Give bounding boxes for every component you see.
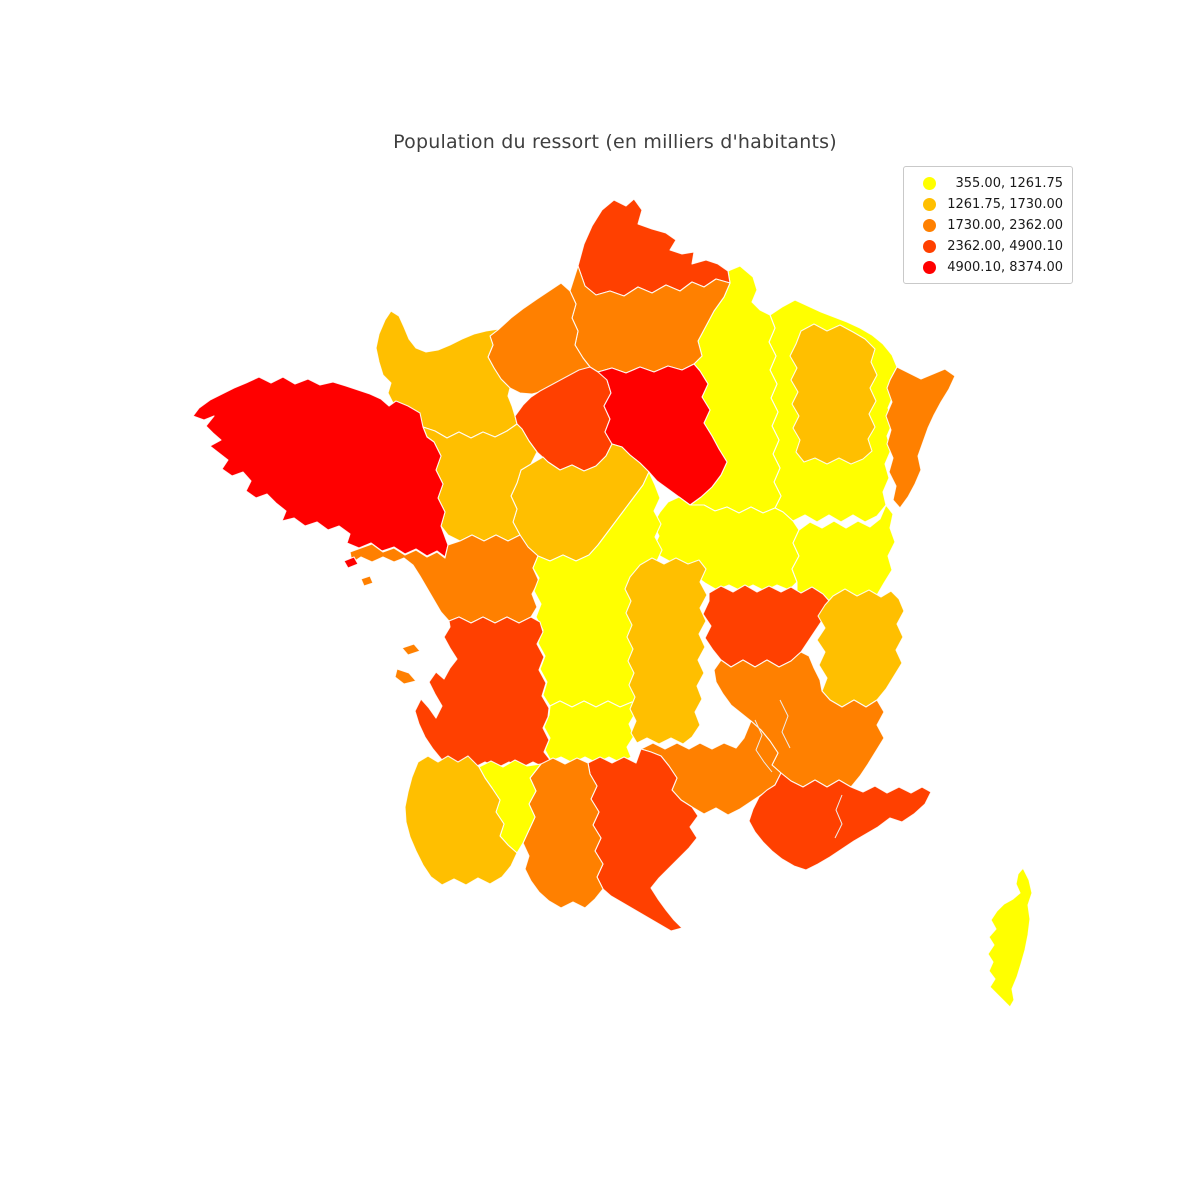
map-region-aix-en-provence <box>748 772 932 871</box>
map-region-colmar <box>885 366 956 509</box>
legend-swatch-icon <box>923 239 936 253</box>
map-region-caen <box>375 310 518 439</box>
legend-row: 1261.75, 1730.00 <box>912 194 1063 214</box>
dept-line-alps <box>754 719 773 773</box>
map-region-paris <box>597 363 728 506</box>
map-region-toulouse <box>522 757 604 909</box>
map-region-bastia <box>987 867 1033 1008</box>
legend-row: 1730.00, 2362.00 <box>912 215 1063 235</box>
legend-label: 355.00, 1261.75 <box>955 175 1063 191</box>
map-region-ile-de-re <box>401 643 421 656</box>
legend-box: 355.00, 1261.75 1261.75, 1730.00 1730.00… <box>903 166 1073 284</box>
dept-line-provence <box>834 794 843 839</box>
dept-line-isere <box>779 699 791 749</box>
map-region-ile-oleron <box>394 668 417 685</box>
legend-label: 2362.00, 4900.10 <box>947 238 1063 254</box>
map-region-poitiers <box>349 534 540 624</box>
legend-row: 2362.00, 4900.10 <box>912 236 1063 256</box>
map-region-chambery <box>816 588 905 708</box>
map-region-pau <box>404 755 518 886</box>
legend-row: 4900.10, 8374.00 <box>912 257 1063 277</box>
page-title: Population du ressort (en milliers d'hab… <box>393 131 837 153</box>
map-region-riom <box>624 557 708 745</box>
map-region-belle-ile <box>343 556 359 569</box>
map-region-bordeaux <box>414 616 552 769</box>
legend-label: 4900.10, 8374.00 <box>947 259 1063 275</box>
map-region-noirmoutier <box>360 575 374 587</box>
legend-swatch-icon <box>923 260 936 274</box>
map-region-metz <box>789 323 878 465</box>
legend-swatch-icon <box>923 197 936 211</box>
legend-row: 355.00, 1261.75 <box>912 173 1063 193</box>
legend-label: 1261.75, 1730.00 <box>947 196 1063 212</box>
map-region-lyon <box>702 584 832 668</box>
legend-swatch-icon <box>923 176 936 190</box>
map-region-limoges <box>543 700 640 764</box>
map-region-douai <box>577 198 731 297</box>
legend-swatch-icon <box>923 218 936 232</box>
legend-label: 1730.00, 2362.00 <box>947 217 1063 233</box>
